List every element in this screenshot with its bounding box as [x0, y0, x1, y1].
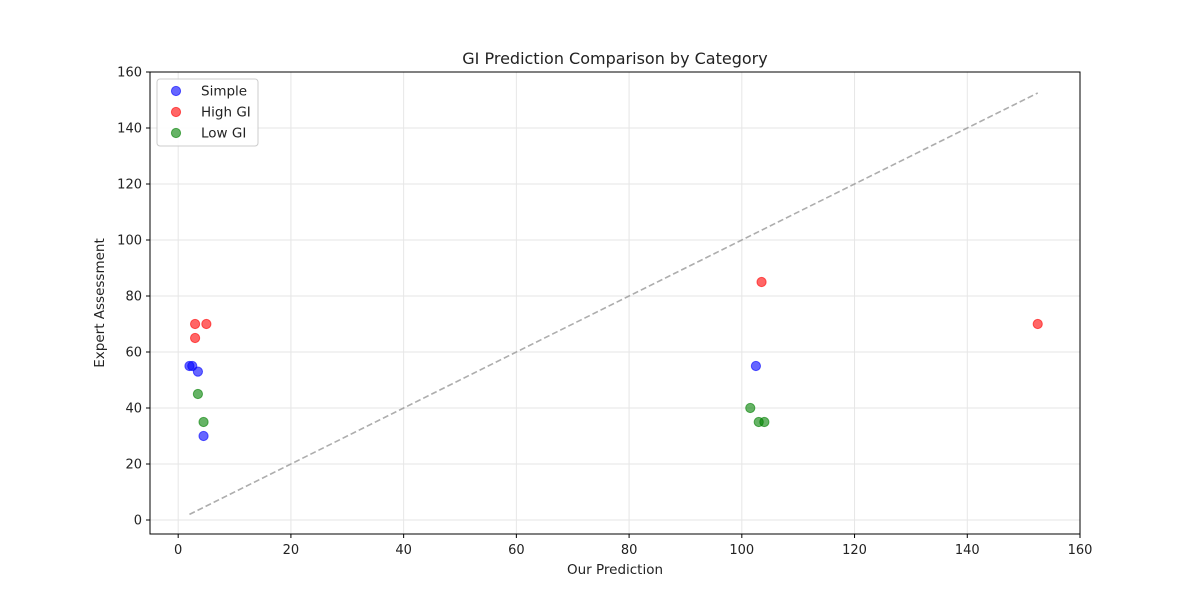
x-tick-label: 40 [395, 543, 412, 558]
legend-box [156, 78, 259, 147]
legend-label: High GI [201, 105, 251, 121]
legend-label: Low GI [201, 126, 246, 142]
x-tick-label: 160 [1068, 543, 1093, 558]
chart-title: GI Prediction Comparison by Category [462, 49, 767, 68]
y-tick-label: 0 [134, 514, 142, 529]
y-tick-label: 160 [117, 66, 142, 81]
axis-ticks: 0 20 40 60 80 100 120 140 160 0 20 40 60 80 100 120 140 1… [117, 66, 1092, 559]
y-tick-label: 100 [117, 234, 142, 249]
point-simple [750, 360, 762, 372]
legend: Simple High GI Low GI [156, 78, 259, 147]
plot-frame [149, 71, 1081, 535]
x-tick-label: 20 [283, 543, 300, 558]
y-tick-label: 120 [117, 178, 142, 193]
point-simple [192, 366, 204, 377]
point-low-gi [198, 416, 209, 428]
y-tick-label: 140 [117, 122, 142, 137]
y-tick-label: 60 [125, 346, 142, 361]
data-points [184, 276, 1043, 442]
y-tick-label: 40 [125, 402, 142, 417]
legend-marker [170, 85, 182, 97]
x-tick-label: 60 [508, 543, 525, 558]
point-low-gi [192, 388, 204, 400]
x-axis-title: Our Prediction [567, 562, 663, 578]
point-high-gi [201, 318, 212, 330]
y-axis-title: Expert Assessment [92, 238, 108, 368]
point-high-gi [189, 318, 201, 330]
x-tick-label: 140 [955, 543, 980, 558]
point-low-gi [745, 402, 756, 414]
x-tick-label: 120 [842, 543, 867, 558]
legend-marker [170, 106, 182, 118]
point-high-gi [189, 332, 201, 344]
point-low-gi [759, 416, 770, 428]
x-tick-label: 0 [174, 543, 182, 558]
y-tick-label: 80 [125, 290, 142, 305]
point-simple [198, 430, 209, 442]
y-tick-label: 20 [125, 458, 142, 473]
point-high-gi [1032, 318, 1043, 330]
x-tick-label: 100 [729, 543, 754, 558]
x-tick-label: 80 [621, 543, 638, 558]
point-high-gi [756, 276, 767, 288]
legend-label: Simple [201, 84, 247, 100]
reference-diagonal-line [189, 92, 1039, 516]
legend-marker [170, 127, 182, 139]
